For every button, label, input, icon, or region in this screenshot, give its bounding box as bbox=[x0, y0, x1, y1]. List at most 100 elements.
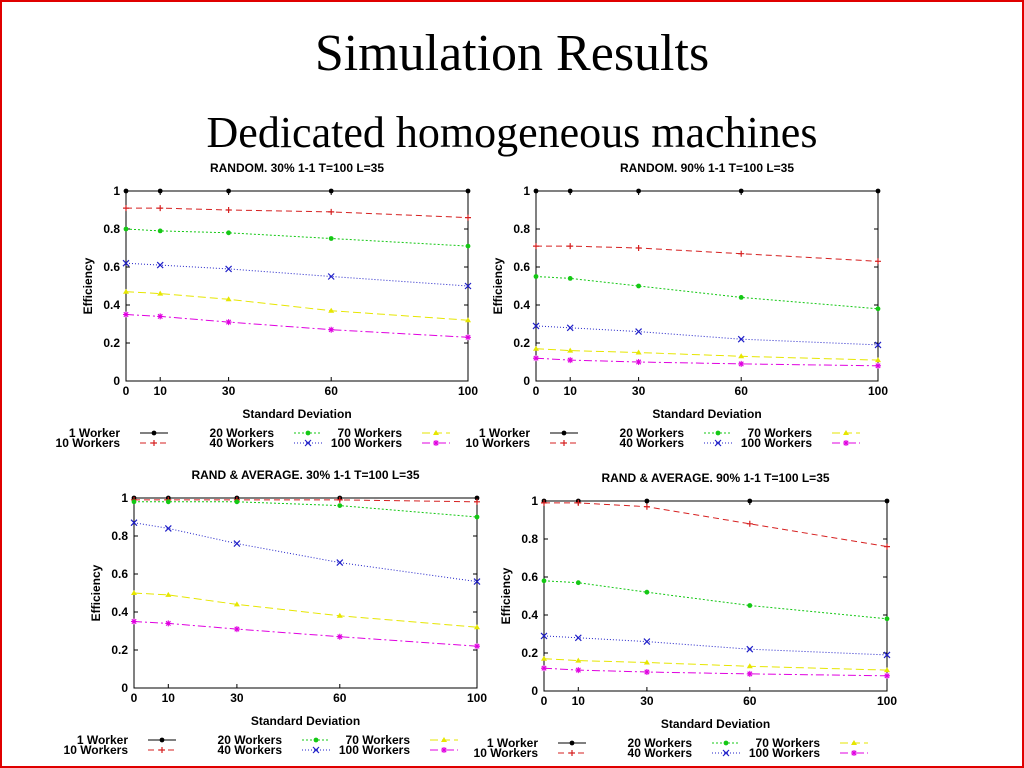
x-tick-label: 0 bbox=[131, 691, 138, 705]
data-point bbox=[575, 667, 582, 674]
series-line-70-workers bbox=[133, 592, 478, 628]
legend-label: 20 Workers bbox=[218, 733, 283, 747]
chart-legend: 1 Worker 20 Workers 70 Workers 10 Workers 40… bbox=[56, 426, 450, 450]
legend-label: 1 Worker bbox=[77, 733, 128, 747]
data-point bbox=[474, 498, 480, 505]
legend-label: 100 Workers bbox=[339, 743, 410, 757]
data-point bbox=[337, 503, 343, 508]
chart-legend: 1 Worker 20 Workers 70 Workers 10 Workers 40… bbox=[466, 426, 860, 450]
data-point bbox=[541, 665, 547, 672]
data-point bbox=[636, 283, 641, 289]
chart-title: RAND & AVERAGE. 90% 1-1 T=100 L=35 bbox=[601, 471, 829, 485]
y-tick-label: 0.8 bbox=[103, 222, 120, 236]
plot-frame bbox=[125, 190, 469, 382]
data-point bbox=[567, 347, 574, 353]
legend-marker bbox=[151, 440, 157, 446]
legend-marker bbox=[561, 430, 567, 436]
y-tick-label: 0.8 bbox=[521, 532, 538, 546]
x-tick-label: 10 bbox=[564, 384, 578, 398]
data-point bbox=[567, 357, 574, 364]
series-line-100-workers bbox=[535, 357, 879, 367]
data-point bbox=[165, 620, 172, 627]
legend-marker bbox=[313, 737, 319, 743]
legend-marker bbox=[843, 440, 849, 446]
data-point bbox=[541, 499, 547, 506]
data-point bbox=[225, 296, 232, 302]
data-point bbox=[328, 307, 335, 313]
legend-marker bbox=[569, 750, 575, 756]
legend-label: 10 Workers bbox=[56, 436, 121, 450]
plot-frame bbox=[543, 500, 888, 692]
series-line-20-workers bbox=[125, 228, 469, 247]
legend-label: 40 Workers bbox=[628, 746, 693, 760]
data-point bbox=[474, 643, 480, 650]
data-point bbox=[747, 603, 753, 608]
x-axis-label: Standard Deviation bbox=[652, 407, 761, 421]
data-point bbox=[465, 243, 471, 249]
series-line-100-workers bbox=[133, 621, 478, 647]
legend-marker bbox=[159, 737, 165, 743]
data-point bbox=[636, 188, 641, 194]
legend-label: 40 Workers bbox=[620, 436, 685, 450]
data-point bbox=[532, 322, 540, 330]
data-point bbox=[474, 514, 480, 520]
data-point bbox=[131, 590, 137, 595]
legend-label: 10 Workers bbox=[466, 436, 531, 450]
chart-title: RANDOM. 90% 1-1 T=100 L=35 bbox=[620, 161, 794, 175]
series-line-100-workers bbox=[543, 667, 888, 677]
x-tick-label: 100 bbox=[467, 691, 487, 705]
data-point bbox=[644, 589, 650, 595]
data-point bbox=[328, 326, 335, 333]
legend-label: 20 Workers bbox=[210, 426, 275, 440]
series-line-20-workers bbox=[543, 580, 888, 620]
data-point bbox=[465, 317, 471, 323]
series-line-10-workers bbox=[134, 499, 478, 503]
data-point bbox=[156, 261, 164, 269]
data-point bbox=[336, 496, 343, 503]
y-tick-label: 0 bbox=[523, 374, 530, 388]
data-point bbox=[164, 524, 172, 532]
x-tick-label: 10 bbox=[162, 691, 176, 705]
x-axis-label: Standard Deviation bbox=[242, 407, 351, 421]
legend-label: 10 Workers bbox=[64, 743, 129, 757]
data-point bbox=[233, 601, 240, 607]
series-line-40-workers bbox=[125, 262, 469, 287]
legend-marker bbox=[569, 740, 575, 746]
legend-label: 100 Workers bbox=[331, 436, 402, 450]
data-point bbox=[884, 616, 890, 622]
y-tick-label: 0.6 bbox=[513, 260, 530, 274]
data-point bbox=[123, 226, 129, 232]
legend-label: 1 Worker bbox=[69, 426, 120, 440]
data-point bbox=[747, 498, 753, 504]
data-point bbox=[123, 188, 129, 194]
legend-marker bbox=[561, 440, 567, 446]
y-tick-label: 0.4 bbox=[111, 605, 128, 619]
chart-title: RANDOM. 30% 1-1 T=100 L=35 bbox=[210, 161, 384, 175]
data-point bbox=[130, 519, 138, 527]
series-line-10-workers bbox=[126, 207, 469, 219]
data-point bbox=[165, 499, 171, 505]
y-tick-label: 0.4 bbox=[513, 298, 530, 312]
data-point bbox=[738, 353, 745, 359]
series-line-40-workers bbox=[535, 325, 879, 346]
data-point bbox=[574, 634, 582, 642]
legend-label: 1 Worker bbox=[487, 736, 538, 750]
legend-label: 20 Workers bbox=[620, 426, 685, 440]
data-point bbox=[464, 282, 472, 290]
data-point bbox=[635, 245, 642, 251]
x-tick-label: 0 bbox=[123, 384, 130, 398]
y-axis-label: Efficiency bbox=[81, 257, 95, 314]
data-point bbox=[157, 228, 163, 234]
y-tick-label: 1 bbox=[523, 184, 530, 198]
y-tick-label: 0.2 bbox=[521, 646, 538, 660]
data-point bbox=[165, 591, 172, 597]
data-point bbox=[474, 624, 480, 630]
data-point bbox=[738, 295, 744, 300]
data-point bbox=[226, 188, 232, 194]
y-tick-label: 1 bbox=[121, 491, 128, 505]
data-point bbox=[327, 273, 335, 280]
slide-title: Simulation Results bbox=[314, 25, 710, 82]
legend-label: 70 Workers bbox=[338, 426, 403, 440]
y-axis-label: Efficiency bbox=[89, 564, 103, 621]
